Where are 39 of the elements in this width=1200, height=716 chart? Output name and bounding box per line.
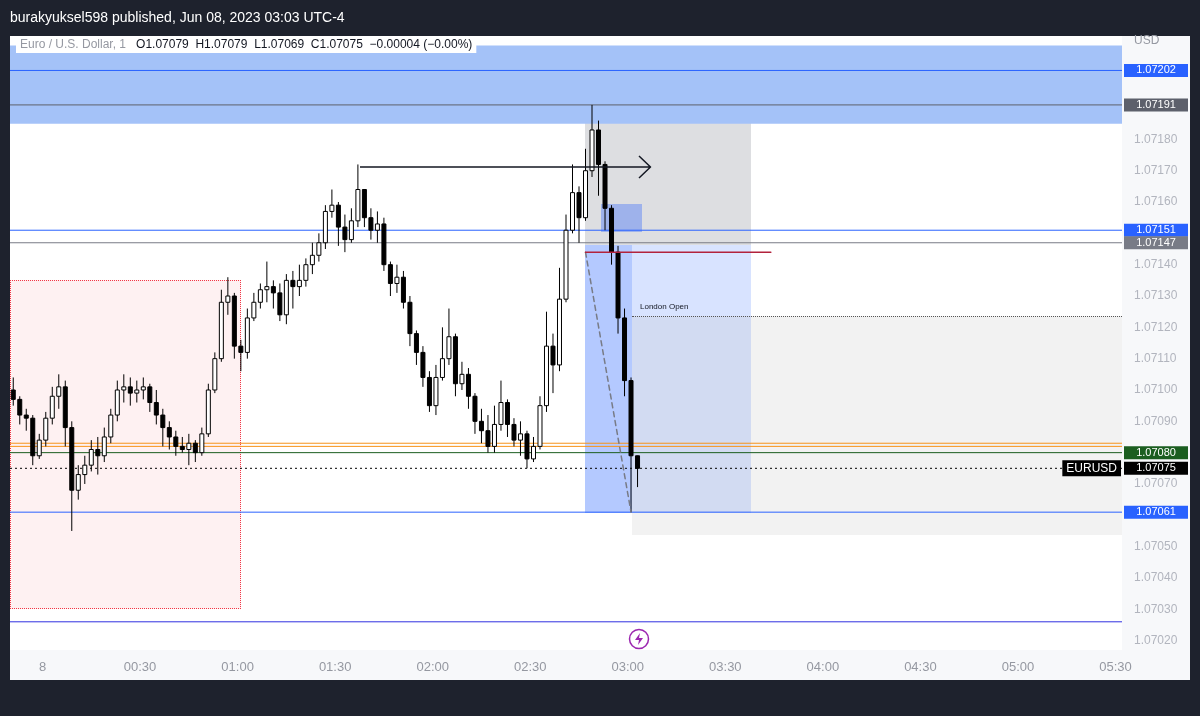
ref-line-label: 1.07191 — [1136, 97, 1176, 110]
y-tick-label: 1.07090 — [1134, 413, 1178, 428]
chart-subtitle: O1.07079 H1.07079 L1.07069 C1.07075 −0.00004 (−0.00%) — [136, 37, 473, 52]
y-tick-label: 1.07030 — [1134, 601, 1178, 616]
x-tick-label: 00:30 — [123, 659, 157, 675]
text: burakyuksel598 published, Jun 08, 2023 03:03 UTC-4 — [10, 8, 345, 25]
y-axis-title: USD — [1134, 33, 1160, 48]
y-tick-label: 1.07100 — [1134, 382, 1178, 397]
x-tick-label: 05:30 — [1099, 659, 1132, 675]
ref-line-label: 1.07080 — [1136, 445, 1176, 458]
y-tick-label: 1.07170 — [1134, 163, 1178, 178]
x-tick-label: 04:30 — [904, 659, 937, 675]
x-tick-label: 03:30 — [709, 659, 742, 675]
y-tick-label: 1.07110 — [1134, 350, 1177, 365]
ref-line-label: 1.07147 — [1136, 235, 1176, 248]
y-tick-label: 1.07180 — [1134, 131, 1178, 146]
x-tick-label: 05:00 — [1001, 659, 1035, 675]
y-tick-label: 1.07050 — [1134, 538, 1178, 553]
annotation: London Open — [640, 302, 689, 312]
y-tick-label: 1.07120 — [1134, 319, 1178, 334]
annotation: EURUSD — [1066, 460, 1118, 475]
ref-line-label: 1.07202 — [1136, 63, 1176, 76]
y-tick-label: 1.07140 — [1134, 257, 1178, 271]
x-tick-label: 03:00 — [611, 659, 645, 675]
x-tick-label: 01:30 — [318, 659, 352, 675]
y-tick-label: 1.07070 — [1134, 476, 1178, 491]
x-tick-label: 02:30 — [513, 659, 547, 675]
x-tick-label: 04:00 — [806, 659, 840, 675]
x-tick-label: 01:00 — [221, 659, 254, 675]
y-tick-label: 1.07020 — [1134, 632, 1178, 647]
ref-line-label: 1.07151 — [1136, 223, 1176, 236]
y-tick-label: 1.07040 — [1134, 570, 1178, 585]
y-tick-label: 1.07160 — [1134, 194, 1178, 209]
ref-line-label: 1.07061 — [1136, 505, 1176, 518]
ref-line-label: 1.07075 — [1136, 461, 1176, 474]
chart-title: Euro / U.S. Dollar, 1 — [20, 37, 127, 52]
x-tick-label: 8 — [38, 659, 47, 675]
y-tick-label: 1.07130 — [1134, 288, 1178, 303]
x-tick-label: 02:00 — [416, 659, 449, 675]
